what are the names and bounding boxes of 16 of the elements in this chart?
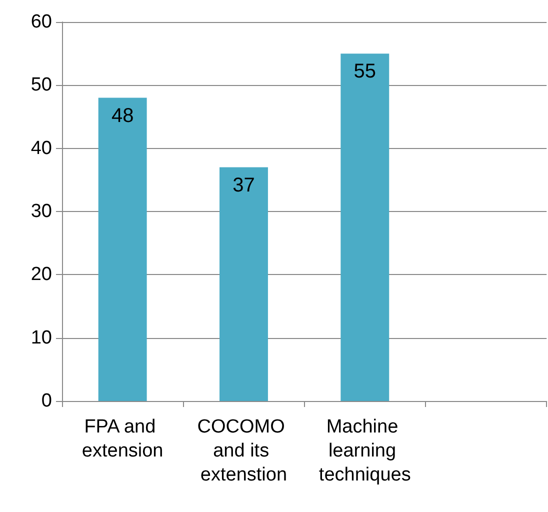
- x-tick-label: FPA and extension: [82, 416, 164, 462]
- y-tick-label: 60: [30, 12, 52, 32]
- y-tick-label: 10: [30, 327, 52, 348]
- data-label: 37: [232, 174, 255, 196]
- data-label: 55: [354, 60, 376, 83]
- bar: [220, 167, 268, 401]
- bar: [98, 98, 147, 401]
- data-label: 48: [111, 104, 134, 127]
- y-tick-label: 30: [30, 201, 52, 222]
- x-tick-label: Machine learning techniques: [318, 416, 411, 486]
- bar: [340, 54, 390, 401]
- y-tick-label: 40: [30, 138, 52, 159]
- y-tick-label: 0: [41, 390, 52, 412]
- y-tick-label: 50: [30, 74, 52, 96]
- y-tick-label: 20: [30, 264, 52, 286]
- x-tick-label: COCOMO and its extenstion: [197, 416, 290, 486]
